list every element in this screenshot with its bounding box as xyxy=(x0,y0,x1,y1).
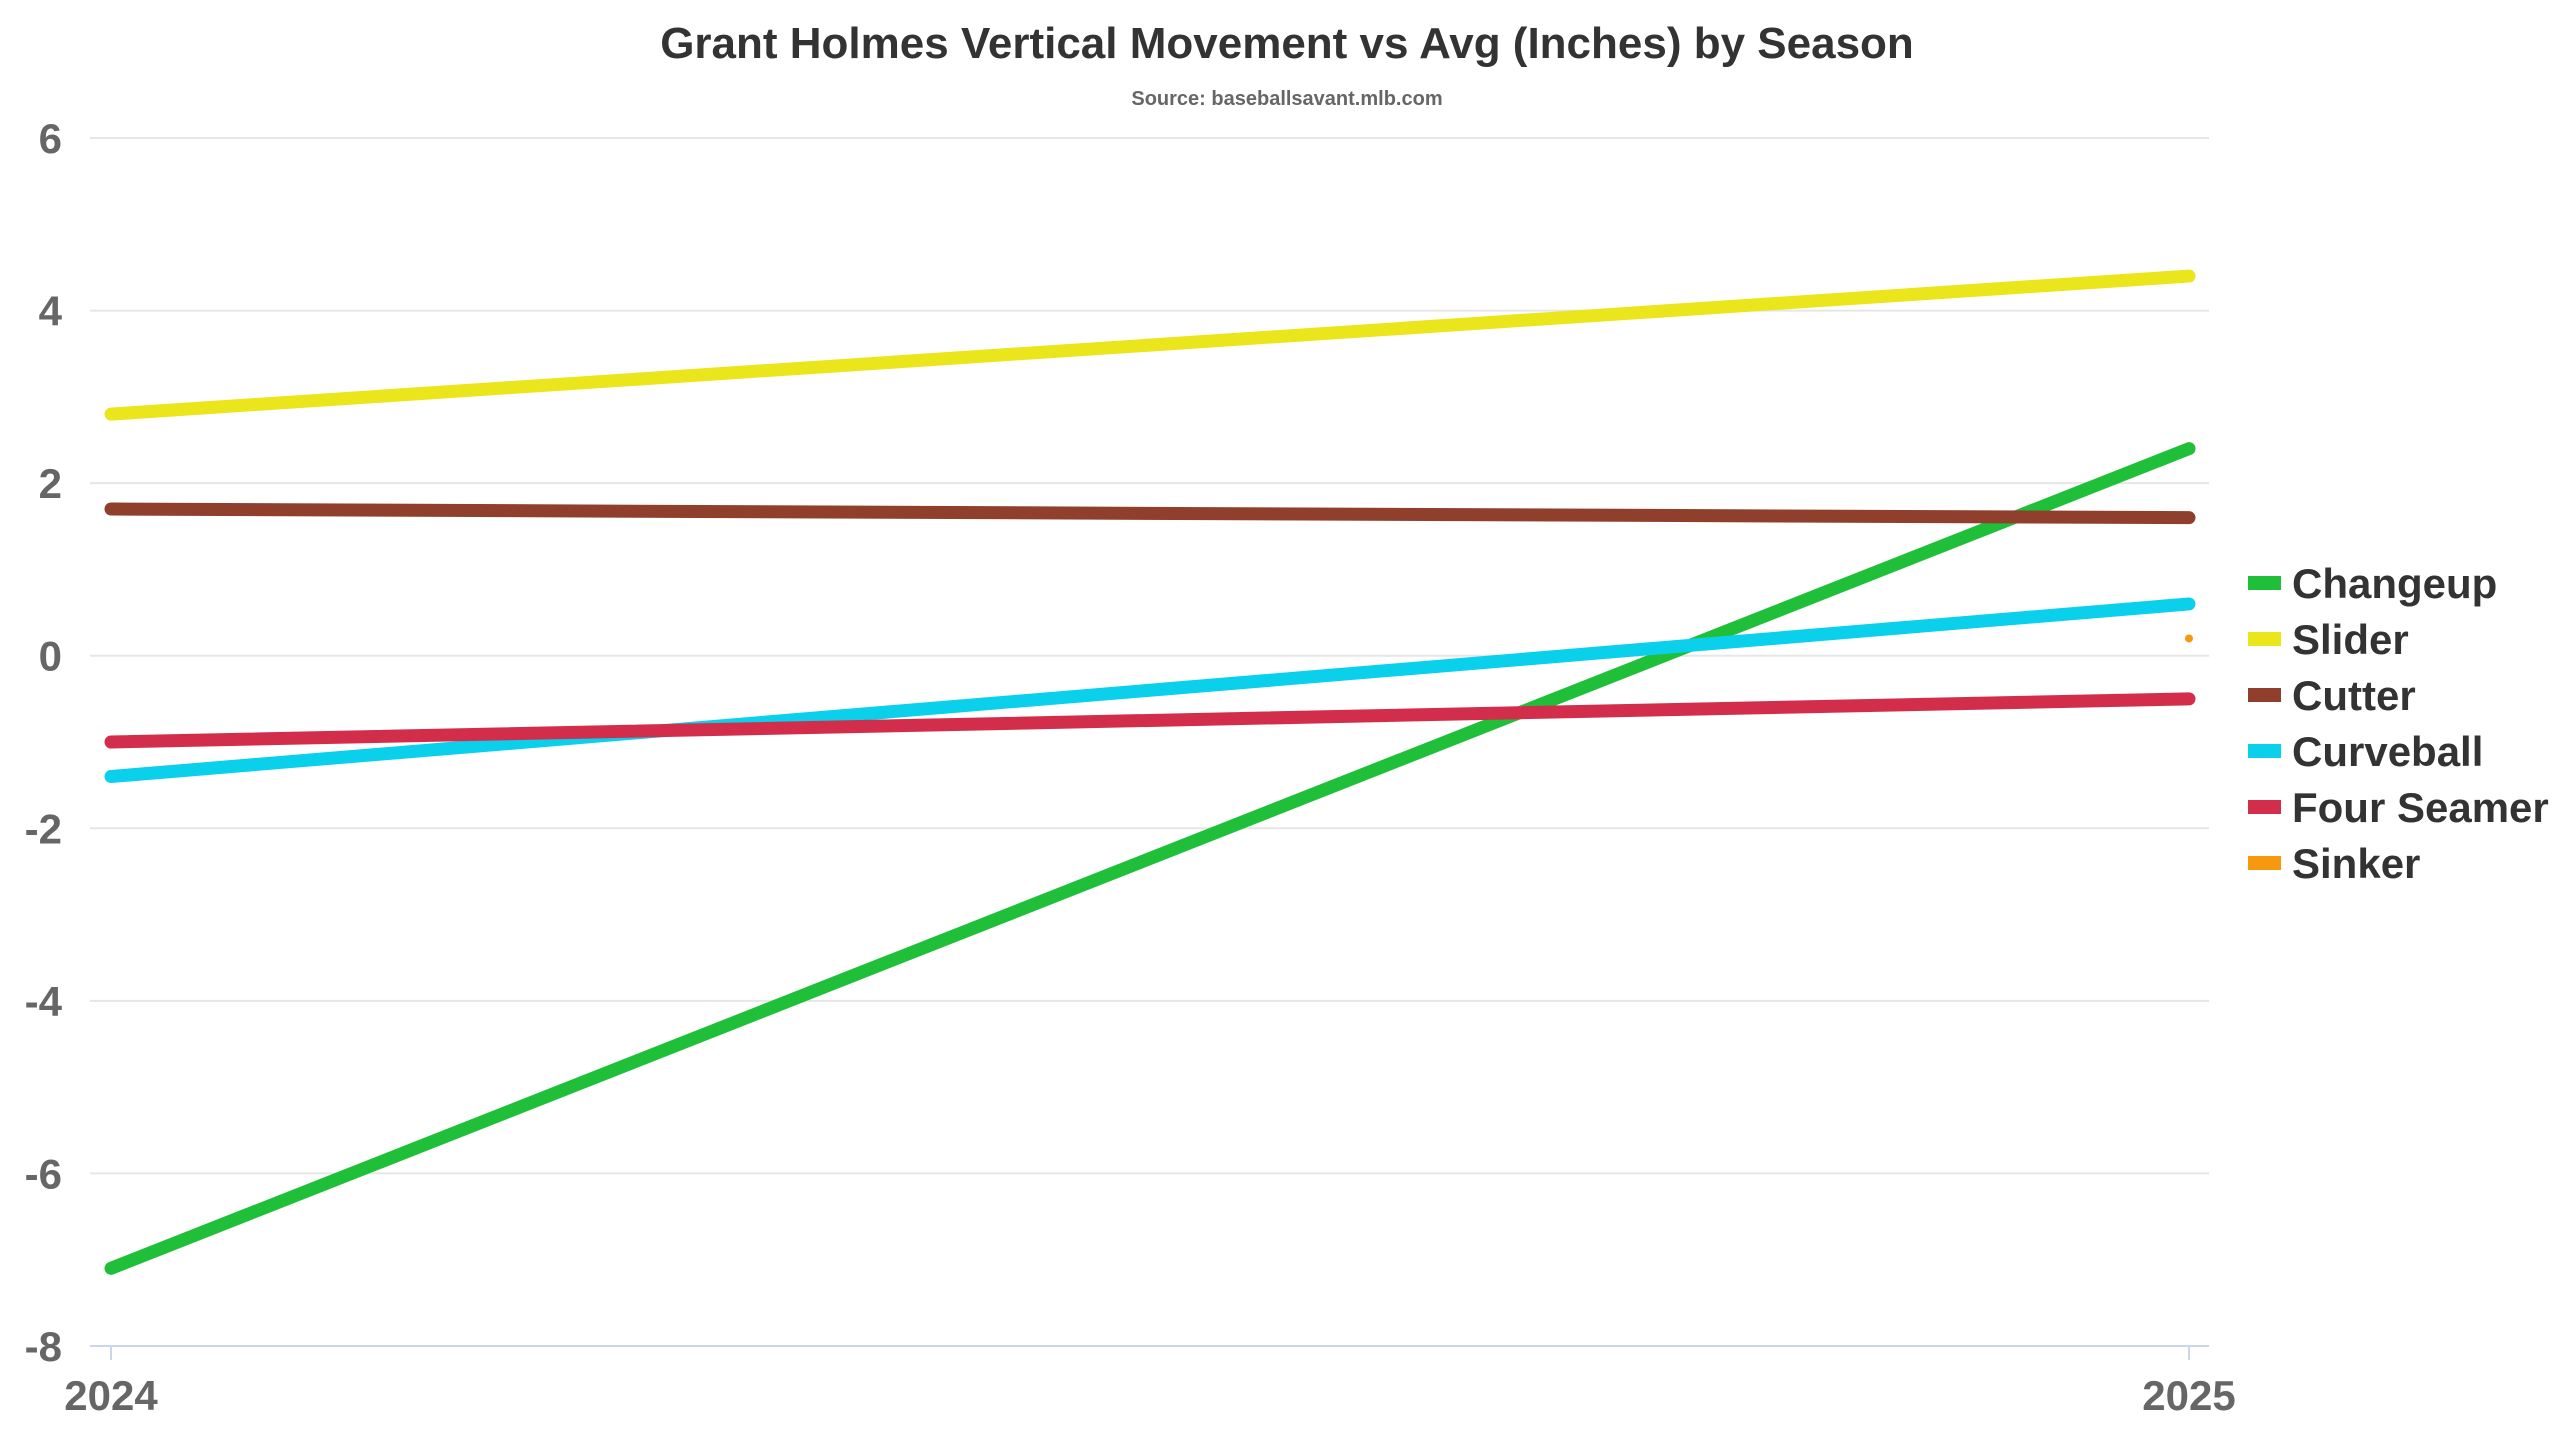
legend-label: Changeup xyxy=(2292,560,2497,607)
legend-label: Curveball xyxy=(2292,728,2483,775)
y-tick-label: 4 xyxy=(39,288,63,335)
series-line-changeup[interactable] xyxy=(104,442,2196,1275)
legend-swatch xyxy=(2248,576,2281,590)
chart-subtitle: Source: baseballsavant.mlb.com xyxy=(1131,88,1442,110)
legend-label: Sinker xyxy=(2292,840,2420,887)
y-tick-label: -4 xyxy=(25,978,63,1025)
legend-swatch xyxy=(2248,632,2281,646)
legend-item-four-seamer[interactable]: Four Seamer xyxy=(2248,784,2549,831)
series-line-cutter[interactable] xyxy=(104,502,2196,525)
legend-item-cutter[interactable]: Cutter xyxy=(2248,672,2416,719)
legend-swatch xyxy=(2248,856,2281,870)
legend-item-slider[interactable]: Slider xyxy=(2248,616,2409,663)
y-tick-label: -6 xyxy=(25,1150,62,1197)
series-line-four-seamer[interactable] xyxy=(104,692,2196,749)
legend-item-changeup[interactable]: Changeup xyxy=(2248,560,2497,607)
legend: Changeup Slider Cutter Curveball Four Seamer… xyxy=(2248,560,2549,887)
y-tick-label: 6 xyxy=(39,115,62,162)
series-line-curveball[interactable] xyxy=(104,597,2196,784)
legend-label: Cutter xyxy=(2292,672,2416,719)
legend-item-sinker[interactable]: Sinker xyxy=(2248,840,2420,887)
legend-swatch xyxy=(2248,800,2281,814)
x-axis: 2024 2025 xyxy=(64,1346,2236,1419)
gridlines xyxy=(90,137,2209,1347)
series-point-sinker[interactable] xyxy=(2185,634,2193,643)
y-tick-label: -2 xyxy=(25,805,62,852)
y-tick-label: -8 xyxy=(25,1323,62,1370)
chart-title: Grant Holmes Vertical Movement vs Avg (I… xyxy=(660,19,1914,68)
y-tick-label: 2 xyxy=(39,460,62,507)
legend-item-curveball[interactable]: Curveball xyxy=(2248,728,2483,775)
x-tick-label: 2024 xyxy=(64,1372,158,1419)
legend-swatch xyxy=(2248,744,2281,758)
legend-label: Four Seamer xyxy=(2292,784,2549,831)
x-tick-label: 2025 xyxy=(2142,1372,2235,1419)
y-tick-label: 0 xyxy=(39,633,62,680)
legend-label: Slider xyxy=(2292,616,2409,663)
y-axis: 6 4 2 0 -2 -4 -6 -8 xyxy=(25,115,63,1370)
legend-swatch xyxy=(2248,688,2281,702)
series-line-slider[interactable] xyxy=(104,269,2196,421)
series-lines xyxy=(104,269,2196,1275)
